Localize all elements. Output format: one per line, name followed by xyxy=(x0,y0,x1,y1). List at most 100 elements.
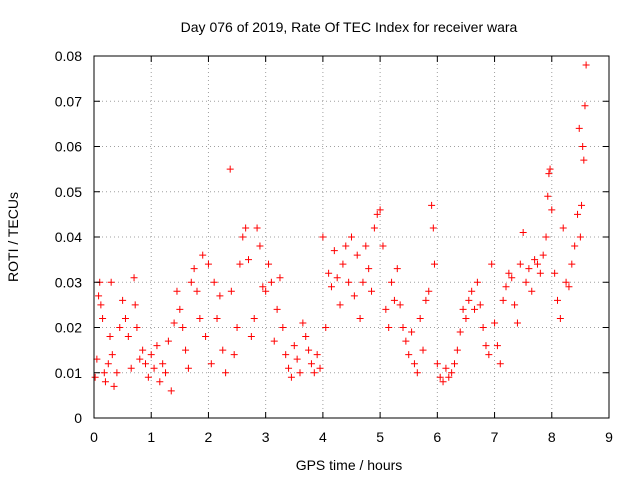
data-point xyxy=(108,351,116,359)
data-point xyxy=(196,314,204,322)
data-point xyxy=(428,201,436,209)
data-point xyxy=(293,355,301,363)
data-point xyxy=(330,247,338,255)
data-point xyxy=(493,342,501,350)
data-point xyxy=(95,292,103,300)
data-point xyxy=(368,287,376,295)
data-point xyxy=(429,224,437,232)
data-point xyxy=(488,260,496,268)
data-point xyxy=(359,278,367,286)
x-tick-label: 9 xyxy=(605,429,613,445)
data-point xyxy=(511,301,519,309)
data-point xyxy=(259,283,267,291)
data-point xyxy=(362,242,370,250)
data-point xyxy=(325,269,333,277)
data-point xyxy=(580,156,588,164)
data-point xyxy=(101,378,109,386)
data-point xyxy=(322,324,330,331)
data-point xyxy=(393,265,401,273)
data-point xyxy=(153,342,161,350)
data-point xyxy=(575,124,583,132)
data-point xyxy=(405,351,413,359)
data-point xyxy=(425,287,433,295)
data-point xyxy=(204,260,212,268)
data-point xyxy=(167,387,175,395)
data-point xyxy=(453,346,461,354)
data-point xyxy=(93,355,101,363)
data-point xyxy=(546,165,554,173)
data-point xyxy=(485,351,493,359)
x-tick-label: 8 xyxy=(548,429,556,445)
data-point xyxy=(456,328,464,336)
data-point xyxy=(502,283,510,291)
data-point xyxy=(199,251,207,259)
data-point xyxy=(164,337,172,345)
y-tick-label: 0.02 xyxy=(55,320,82,336)
data-point xyxy=(256,242,264,250)
data-point xyxy=(436,373,444,381)
data-point xyxy=(505,269,513,277)
data-point xyxy=(290,342,298,350)
data-point xyxy=(556,314,564,322)
data-point xyxy=(345,278,353,286)
data-point xyxy=(545,170,553,178)
data-point xyxy=(267,278,275,286)
data-point xyxy=(554,296,561,304)
data-point xyxy=(233,324,241,331)
data-point xyxy=(299,319,307,327)
data-point xyxy=(365,265,373,273)
data-point xyxy=(491,319,499,327)
y-tick-label: 0.05 xyxy=(55,184,82,200)
data-point xyxy=(416,314,424,322)
data-point xyxy=(142,360,149,368)
data-point xyxy=(227,287,235,295)
data-point xyxy=(316,364,324,372)
data-point xyxy=(336,301,344,309)
data-point xyxy=(385,324,393,331)
data-point xyxy=(548,206,556,214)
data-point xyxy=(245,256,252,264)
data-point xyxy=(571,242,579,250)
data-point xyxy=(536,269,544,277)
data-point xyxy=(339,260,347,268)
data-point xyxy=(516,260,524,268)
data-point xyxy=(373,210,381,218)
y-tick-label: 0.08 xyxy=(55,48,82,64)
data-point xyxy=(310,369,318,377)
data-point xyxy=(574,210,582,218)
data-point xyxy=(91,373,99,381)
data-point xyxy=(468,287,476,295)
data-point xyxy=(127,364,135,372)
x-tick-label: 3 xyxy=(262,429,270,445)
data-point xyxy=(519,228,527,236)
data-point xyxy=(396,301,404,309)
data-point xyxy=(226,165,234,173)
data-point xyxy=(439,378,447,386)
data-point xyxy=(159,360,167,368)
data-point xyxy=(305,346,313,354)
data-point xyxy=(136,355,144,363)
data-point xyxy=(182,346,190,354)
data-point xyxy=(528,287,536,295)
data-point xyxy=(113,369,121,377)
x-axis: 0 1 2 3 4 5 6 7 8 9 xyxy=(90,56,613,445)
data-point xyxy=(130,274,138,282)
data-point xyxy=(265,260,273,268)
data-point xyxy=(473,278,481,286)
data-point xyxy=(202,333,210,341)
data-point xyxy=(110,382,118,390)
data-point xyxy=(121,314,129,322)
data-point xyxy=(319,233,327,241)
data-point xyxy=(433,360,441,368)
data-point xyxy=(193,287,201,295)
data-point xyxy=(476,301,484,309)
data-point xyxy=(190,265,198,273)
data-point xyxy=(430,260,438,268)
data-point xyxy=(350,292,358,300)
data-point xyxy=(542,233,550,241)
y-tick-label: 0.07 xyxy=(55,93,82,109)
data-point xyxy=(479,324,487,331)
data-point xyxy=(539,251,547,259)
data-point xyxy=(119,296,127,304)
